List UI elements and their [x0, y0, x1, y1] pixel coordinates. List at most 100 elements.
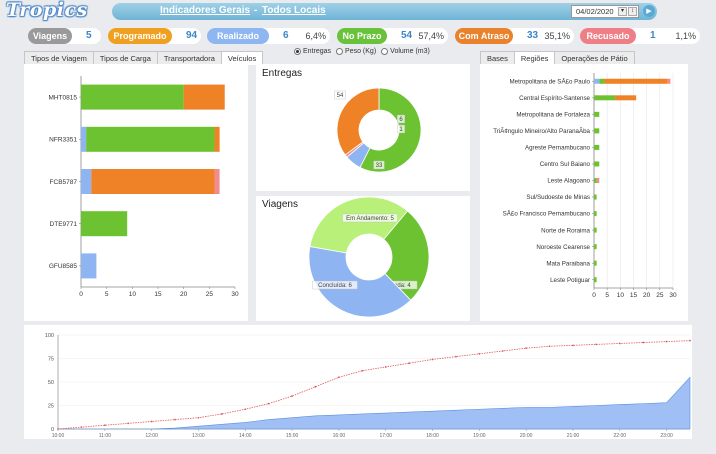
metric-radio-group: Entregas Peso (Kg) Volume (m3) — [294, 48, 430, 55]
nav-todos-locais[interactable]: Todos Locais — [262, 5, 326, 16]
bar-segment[interactable] — [81, 126, 87, 152]
slice-label-box — [397, 124, 405, 134]
bar-segment[interactable] — [81, 253, 97, 279]
bar-segment[interactable] — [599, 78, 605, 84]
bar-segment[interactable] — [594, 95, 616, 101]
y-tick-label: 50 — [48, 380, 54, 386]
radio-circle-icon[interactable] — [294, 48, 301, 55]
bar-segment[interactable] — [81, 84, 184, 110]
area-series[interactable] — [58, 376, 691, 430]
slice-label-box — [342, 213, 398, 223]
bar-segment[interactable] — [667, 78, 671, 84]
slice-label: 54 — [337, 93, 344, 99]
kpi-percent: 6,4% — [305, 31, 326, 41]
line-point — [267, 402, 270, 405]
bar-segment[interactable] — [594, 144, 600, 150]
category-label: Leste Potiguar — [550, 277, 590, 284]
donut-slice[interactable] — [309, 196, 409, 254]
tab-tipos-de-viagem[interactable]: Tipos de Viagem — [24, 51, 94, 65]
y-tick-label: 0 — [51, 427, 54, 433]
tab-transportadora[interactable]: Transportadora — [156, 51, 222, 65]
donut-slice[interactable] — [336, 87, 380, 156]
bar-segment[interactable] — [594, 78, 600, 84]
line-point — [337, 376, 340, 379]
kpi-percent: 35,1% — [544, 31, 570, 41]
radio-label: Volume (m3) — [390, 48, 430, 55]
donut-slice[interactable] — [383, 210, 430, 301]
category-label: Mata Paraibana — [546, 260, 590, 267]
line-point — [408, 362, 411, 365]
x-tick-label: 10 — [129, 291, 137, 298]
radio-circle-icon[interactable] — [336, 48, 344, 55]
tab-regi-es[interactable]: Regiões — [513, 51, 556, 65]
bar-segment[interactable] — [81, 169, 92, 194]
slice-label: 1 — [399, 127, 403, 133]
entregas-panel: Entregas 54 6 1 33 — [256, 64, 470, 191]
bar-segment[interactable] — [594, 227, 597, 233]
category-label: Agreste Pernambucano — [525, 145, 591, 152]
tab-ve-culos[interactable]: Veículos — [220, 51, 264, 65]
x-tick-label: 10 — [617, 292, 625, 299]
bar-segment[interactable] — [594, 260, 597, 266]
line-point — [595, 343, 598, 346]
bar-segment[interactable] — [214, 169, 220, 194]
date-dropdown-icon[interactable]: ▾ — [618, 7, 627, 16]
radio-volume-m3[interactable]: Volume (m3) — [381, 48, 430, 55]
tab-tipos-de-carga[interactable]: Tipos de Carga — [92, 51, 158, 65]
donut-slice[interactable] — [308, 246, 412, 318]
line-point — [689, 339, 691, 342]
radio-circle-icon[interactable] — [381, 48, 389, 55]
line-point — [618, 342, 621, 345]
line-point — [501, 350, 504, 352]
bar-segment[interactable] — [596, 178, 600, 183]
line-point — [80, 426, 83, 429]
kpi-value: 1 — [650, 30, 656, 41]
radio-entregas[interactable]: Entregas — [294, 48, 331, 55]
line-point — [150, 420, 153, 423]
donut-slice[interactable] — [359, 87, 422, 173]
radio-peso-kg[interactable]: Peso (Kg) — [336, 48, 376, 55]
vehicles-panel: MHT0815 NFR3351 FCB5787 DTE9771 GFU8585 0 5 10 1… — [24, 64, 248, 321]
bar-segment[interactable] — [615, 95, 637, 101]
kpi-label: Programado — [108, 28, 172, 44]
play-icon[interactable]: ▶ — [643, 5, 655, 17]
kpi-value: 33 — [527, 30, 539, 41]
category-label: Leste Alagoano — [547, 178, 590, 185]
bar-segment[interactable] — [86, 126, 215, 152]
category-label: TriÃ¢ngulo Mineiro/Alto ParanaÃ­ba — [493, 128, 590, 135]
bar-segment[interactable] — [594, 111, 600, 117]
x-tick-label: 20:00 — [520, 433, 533, 439]
bar-segment[interactable] — [594, 161, 600, 167]
kpi-label: Realizado — [207, 28, 269, 44]
bar-segment[interactable] — [594, 128, 600, 134]
bar-segment[interactable] — [183, 84, 225, 110]
bar-segment[interactable] — [214, 126, 220, 152]
bar-segment[interactable] — [91, 169, 215, 194]
bar-segment[interactable] — [594, 194, 597, 200]
x-tick-label: 0 — [79, 291, 83, 298]
line-point — [642, 341, 645, 344]
nav-indicadores-gerais[interactable]: Indicadores Gerais — [160, 5, 251, 16]
category-label: Centro Sul Baiano — [540, 161, 591, 168]
date-spinner-icon[interactable]: ↕ — [628, 7, 637, 16]
radio-label: Entregas — [303, 48, 332, 55]
y-tick-label: 75 — [48, 357, 54, 363]
bar-segment[interactable] — [594, 211, 597, 217]
category-label: Noroeste Cearense — [536, 244, 590, 251]
tab-opera-es-de-p-tio[interactable]: Operações de Pátio — [554, 51, 635, 65]
x-tick-label: 5 — [605, 292, 609, 299]
x-tick-label: 20 — [643, 292, 651, 299]
x-tick-label: 30 — [231, 291, 239, 298]
x-tick-label: 25 — [206, 291, 214, 298]
date-input[interactable]: 04/02/2020 ▾ ↕ — [571, 5, 639, 18]
line-series[interactable] — [57, 340, 691, 430]
bar-segment[interactable] — [594, 178, 597, 183]
tab-bases[interactable]: Bases — [480, 51, 515, 65]
x-tick-label: 0 — [592, 292, 596, 299]
kpi-no-prazo: No Prazo 54 57,4% — [337, 28, 448, 44]
line-point — [220, 413, 223, 415]
bar-segment[interactable] — [604, 78, 668, 84]
bar-segment[interactable] — [594, 277, 597, 283]
bar-segment[interactable] — [594, 244, 597, 250]
bar-segment[interactable] — [81, 211, 128, 237]
